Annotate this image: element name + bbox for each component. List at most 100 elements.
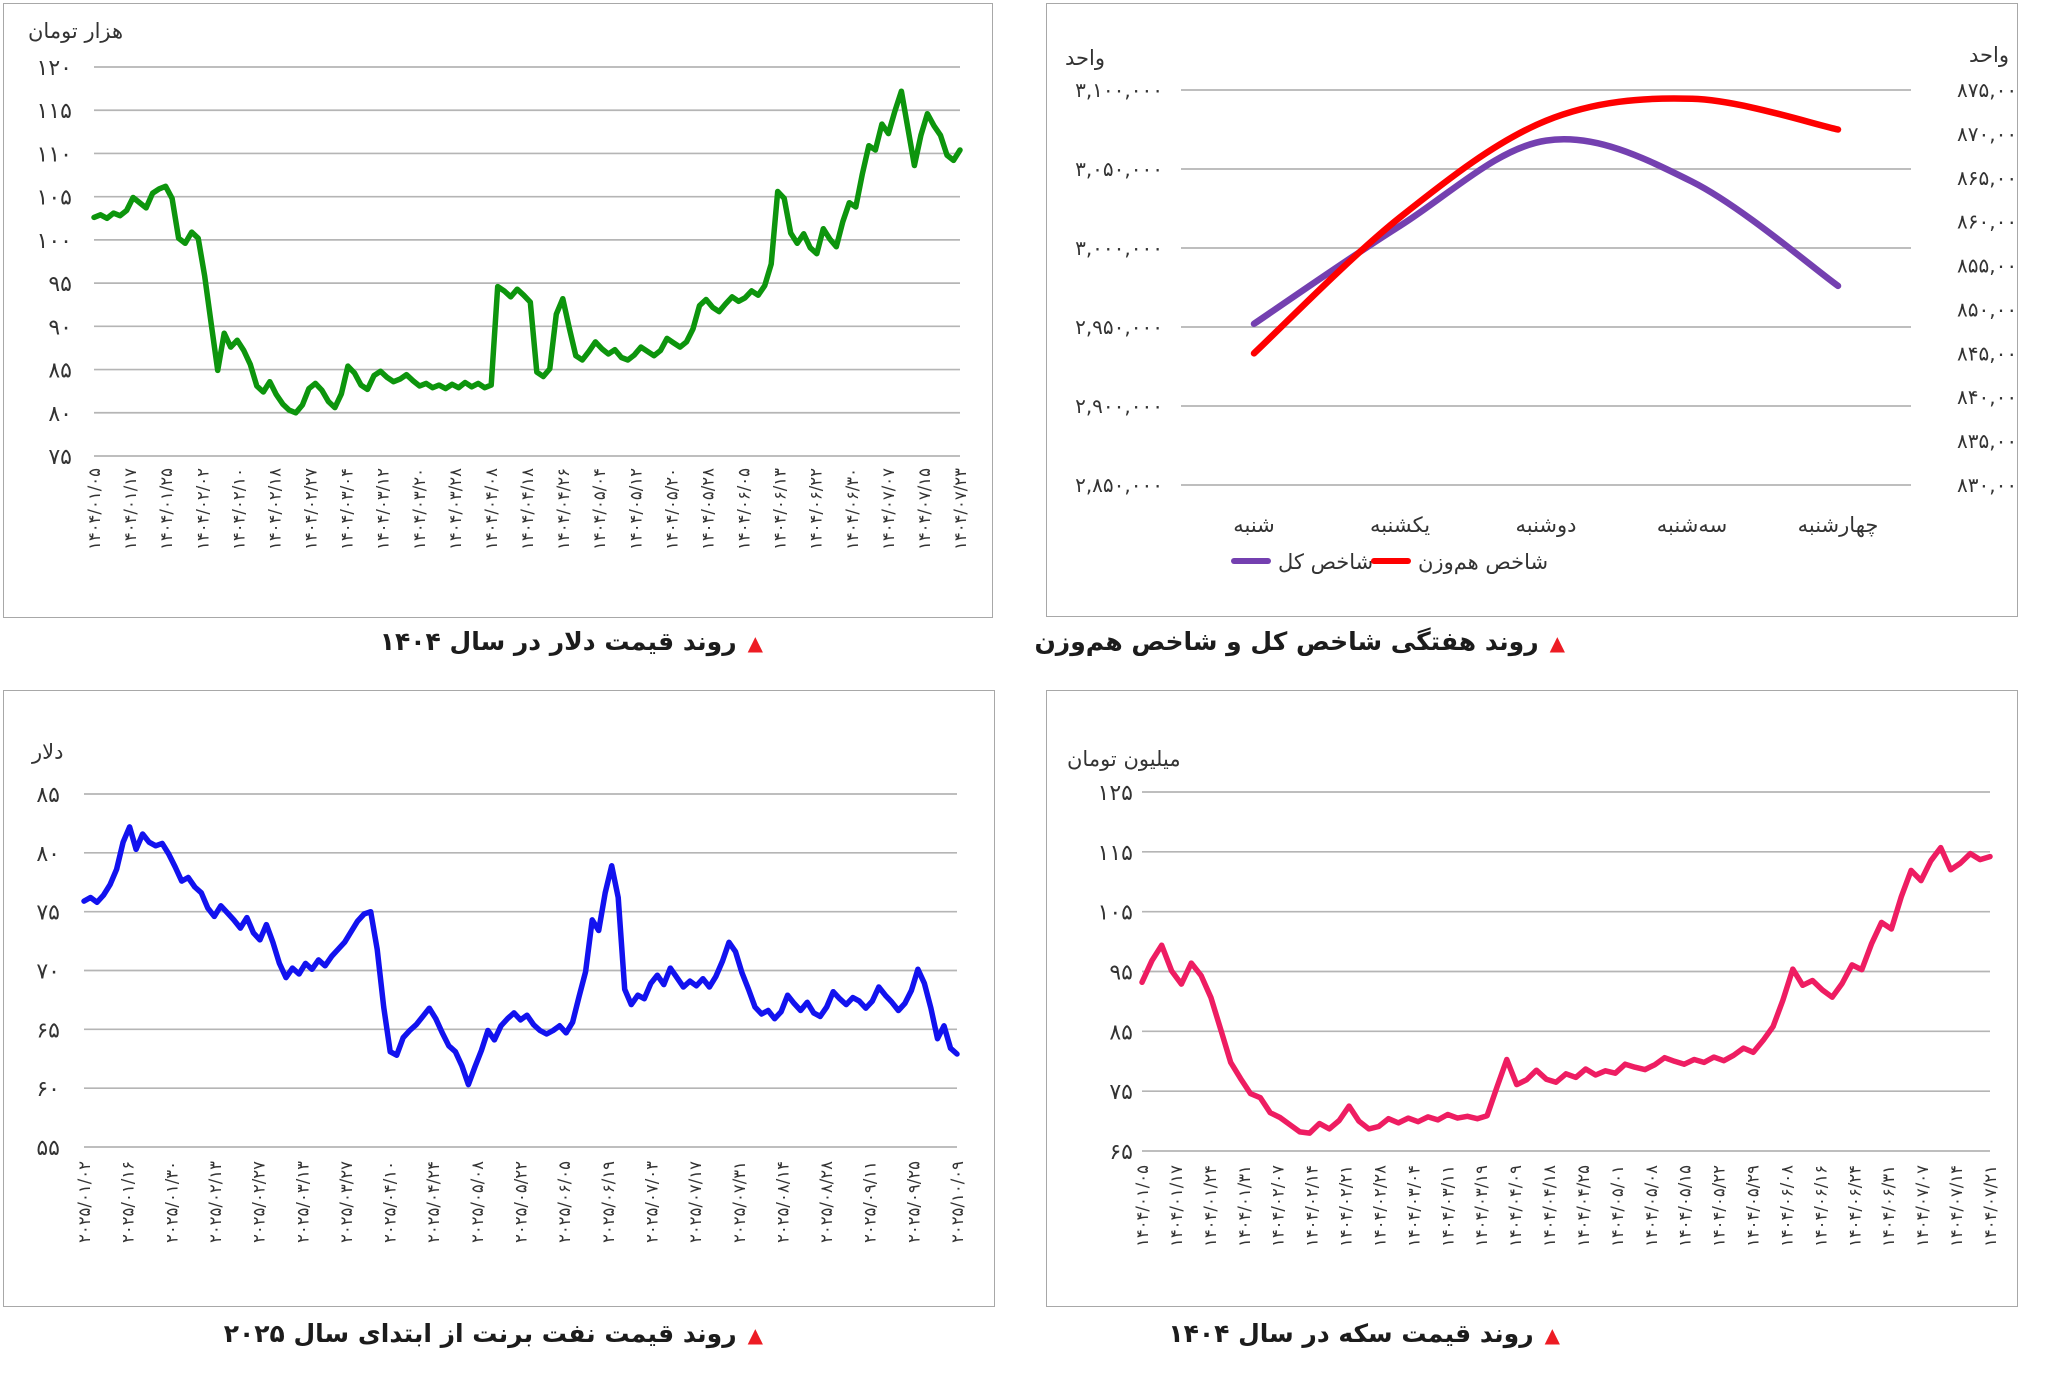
svg-text:۸۵: ۸۵ (1109, 1020, 1133, 1045)
svg-text:۸۵۵,۰۰۰: ۸۵۵,۰۰۰ (1957, 254, 2015, 278)
svg-text:۱۴۰۴/۰۵/۱۲: ۱۴۰۴/۰۵/۱۲ (626, 468, 645, 550)
svg-text:۱۴۰۴/۰۴/۰۹: ۱۴۰۴/۰۴/۰۹ (1506, 1165, 1525, 1247)
svg-text:۸۵۰,۰۰۰: ۸۵۰,۰۰۰ (1957, 297, 2015, 321)
svg-text:۱۴۰۴/۰۶/۲۲: ۱۴۰۴/۰۶/۲۲ (807, 468, 826, 550)
svg-text:۲,۸۵۰,۰۰۰: ۲,۸۵۰,۰۰۰ (1075, 473, 1163, 497)
svg-text:۳,۰۵۰,۰۰۰: ۳,۰۵۰,۰۰۰ (1075, 157, 1163, 181)
svg-text:۱۱۰: ۱۱۰ (37, 142, 72, 167)
svg-text:۱۴۰۴/۰۲/۱۴: ۱۴۰۴/۰۲/۱۴ (1303, 1165, 1322, 1247)
svg-text:۲۰۲۵/۰۱/۱۶: ۲۰۲۵/۰۱/۱۶ (119, 1161, 138, 1243)
svg-text:۱۴۰۴/۰۳/۱۱: ۱۴۰۴/۰۳/۱۱ (1438, 1165, 1457, 1247)
svg-text:۱۲۵: ۱۲۵ (1098, 781, 1133, 806)
svg-text:۲۰۲۵/۰۲/۲۷: ۲۰۲۵/۰۲/۲۷ (250, 1161, 269, 1243)
svg-text:۲۰۲۵/۰۷/۱۷: ۲۰۲۵/۰۷/۱۷ (686, 1161, 705, 1243)
svg-text:۱۴۰۴/۰۵/۲۸: ۱۴۰۴/۰۵/۲۸ (698, 468, 717, 550)
index-chart-panel: ۳,۱۰۰,۰۰۰ ۳,۰۵۰,۰۰۰ ۳,۰۰۰,۰۰۰ ۲,۹۵۰,۰۰۰ ۲,۹۰… (1046, 3, 2018, 617)
svg-text:۱۴۰۴/۰۶/۰۵: ۱۴۰۴/۰۶/۰۵ (735, 468, 754, 550)
red-triangle-icon: ▲ (1549, 630, 1565, 655)
svg-text:۱۴۰۴/۰۵/۲۰: ۱۴۰۴/۰۵/۲۰ (662, 468, 681, 550)
svg-text:۶۰: ۶۰ (36, 1077, 60, 1102)
svg-text:۱۴۰۴/۰۱/۲۵: ۱۴۰۴/۰۱/۲۵ (157, 468, 176, 550)
red-triangle-icon: ▲ (747, 1322, 763, 1347)
svg-text:۹۵: ۹۵ (1109, 961, 1133, 986)
svg-text:۱۴۰۴/۰۴/۲۵: ۱۴۰۴/۰۴/۲۵ (1574, 1165, 1593, 1247)
svg-text:۸۶۰,۰۰۰: ۸۶۰,۰۰۰ (1957, 210, 2015, 234)
svg-text:۲۰۲۵/۰۱/۰۲: ۲۰۲۵/۰۱/۰۲ (75, 1161, 94, 1243)
svg-text:۱۴۰۴/۰۴/۰۸: ۱۴۰۴/۰۴/۰۸ (482, 468, 501, 550)
svg-text:۱۴۰۴/۰۳/۱۹: ۱۴۰۴/۰۳/۱۹ (1472, 1165, 1491, 1247)
svg-text:۱۴۰۴/۰۵/۰۴: ۱۴۰۴/۰۵/۰۴ (590, 468, 609, 550)
svg-text:سه‌شنبه: سه‌شنبه (1657, 513, 1727, 537)
svg-text:۱۴۰۴/۰۳/۱۲: ۱۴۰۴/۰۳/۱۲ (374, 468, 393, 550)
red-triangle-icon: ▲ (747, 630, 763, 655)
dollar-line-chart: ۱۲۰ ۱۱۵ ۱۱۰ ۱۰۵ ۱۰۰ ۹۵ ۹۰ ۸۵ ۸۰ ۷۵ هزار تومان ۱۴۰۴/… (28, 19, 970, 550)
svg-text:۱۴۰۴/۰۲/۱۰: ۱۴۰۴/۰۲/۱۰ (229, 468, 248, 550)
svg-text:میلیون تومان: میلیون تومان (1067, 747, 1181, 771)
svg-text:۷۵: ۷۵ (48, 445, 72, 470)
svg-text:۷۰: ۷۰ (36, 960, 60, 985)
svg-text:شنبه: شنبه (1233, 513, 1275, 537)
svg-text:۱۴۰۴/۰۲/۲۸: ۱۴۰۴/۰۲/۲۸ (1370, 1165, 1389, 1247)
caption-text: روند قیمت سکه در سال ۱۴۰۴ (1168, 1319, 1534, 1348)
svg-text:۱۴۰۴/۰۵/۲۲: ۱۴۰۴/۰۵/۲۲ (1710, 1165, 1729, 1247)
svg-text:۲۰۲۵/۰۹/۱۱: ۲۰۲۵/۰۹/۱۱ (861, 1161, 880, 1243)
index-line-chart: ۳,۱۰۰,۰۰۰ ۳,۰۵۰,۰۰۰ ۳,۰۰۰,۰۰۰ ۲,۹۵۰,۰۰۰ ۲,۹۰… (1065, 43, 2015, 575)
svg-text:۱۴۰۴/۰۷/۱۵: ۱۴۰۴/۰۷/۱۵ (915, 468, 934, 550)
red-triangle-icon: ▲ (1544, 1322, 1560, 1347)
svg-text:۲۰۲۵/۰۶/۰۵: ۲۰۲۵/۰۶/۰۵ (555, 1161, 574, 1243)
svg-text:چهارشنبه: چهارشنبه (1798, 513, 1879, 537)
svg-text:۲۰۲۵/۰۳/۱۳: ۲۰۲۵/۰۳/۱۳ (293, 1161, 312, 1243)
svg-text:۲۰۲۵/۰۷/۰۳: ۲۰۲۵/۰۷/۰۳ (642, 1161, 661, 1243)
svg-text:۱۴۰۴/۰۱/۳۱: ۱۴۰۴/۰۱/۳۱ (1235, 1165, 1254, 1247)
svg-text:۱۴۰۴/۰۷/۲۳: ۱۴۰۴/۰۷/۲۳ (951, 468, 970, 550)
svg-text:۲۰۲۵/۱۰/۰۹: ۲۰۲۵/۱۰/۰۹ (948, 1161, 967, 1243)
svg-text:۹۰: ۹۰ (48, 315, 72, 340)
svg-text:۱۴۰۴/۰۶/۱۳: ۱۴۰۴/۰۶/۱۳ (771, 468, 790, 550)
svg-text:۱۴۰۴/۰۶/۰۸: ۱۴۰۴/۰۶/۰۸ (1777, 1165, 1796, 1247)
svg-text:هزار تومان: هزار تومان (28, 19, 123, 43)
svg-text:۸۵: ۸۵ (36, 783, 60, 808)
svg-text:۲۰۲۵/۰۲/۱۳: ۲۰۲۵/۰۲/۱۳ (206, 1161, 225, 1243)
svg-text:۶۵: ۶۵ (36, 1018, 60, 1043)
svg-text:۱۴۰۴/۰۲/۰۲: ۱۴۰۴/۰۲/۰۲ (193, 468, 212, 550)
svg-text:۱۴۰۴/۰۴/۲۶: ۱۴۰۴/۰۴/۲۶ (554, 468, 573, 550)
svg-text:۱۱۵: ۱۱۵ (1098, 841, 1133, 866)
svg-text:۱۴۰۴/۰۵/۰۱: ۱۴۰۴/۰۵/۰۱ (1608, 1165, 1627, 1247)
caption-text: روند قیمت نفت برنت از ابتدای سال ۲۰۲۵ (223, 1319, 737, 1348)
svg-text:۱۴۰۴/۰۷/۲۱: ۱۴۰۴/۰۷/۲۱ (1981, 1165, 2000, 1247)
svg-text:۱۴۰۴/۰۶/۳۱: ۱۴۰۴/۰۶/۳۱ (1879, 1165, 1898, 1247)
svg-text:۱۴۰۴/۰۵/۱۵: ۱۴۰۴/۰۵/۱۵ (1676, 1165, 1695, 1247)
dollar-chart-panel: ۱۲۰ ۱۱۵ ۱۱۰ ۱۰۵ ۱۰۰ ۹۵ ۹۰ ۸۵ ۸۰ ۷۵ هزار تومان ۱۴۰۴/… (3, 3, 993, 618)
svg-text:۱۰۰: ۱۰۰ (37, 229, 72, 254)
svg-text:۱۴۰۴/۰۶/۳۰: ۱۴۰۴/۰۶/۳۰ (843, 468, 862, 550)
svg-text:۱۴۰۴/۰۱/۱۷: ۱۴۰۴/۰۱/۱۷ (121, 468, 140, 550)
svg-text:۸۷۰,۰۰۰: ۸۷۰,۰۰۰ (1957, 122, 2015, 146)
svg-text:۱۴۰۴/۰۴/۱۸: ۱۴۰۴/۰۴/۱۸ (518, 468, 537, 550)
svg-text:۸۰: ۸۰ (48, 402, 72, 427)
svg-text:دلار: دلار (31, 740, 63, 764)
svg-text:۸۴۵,۰۰۰: ۸۴۵,۰۰۰ (1957, 341, 2015, 365)
brent-chart-caption: ▲ روند قیمت نفت برنت از ابتدای سال ۲۰۲۵ (224, 1319, 763, 1348)
svg-text:۲۰۲۵/۰۴/۲۴: ۲۰۲۵/۰۴/۲۴ (424, 1161, 443, 1243)
svg-text:۱۱۵: ۱۱۵ (37, 99, 72, 124)
index-chart-caption: ▲ روند هفتگی شاخص کل و شاخص هم‌وزن (1034, 627, 1565, 656)
svg-text:۲۰۲۵/۰۱/۳۰: ۲۰۲۵/۰۱/۳۰ (162, 1161, 181, 1243)
svg-text:۱۴۰۴/۰۷/۰۷: ۱۴۰۴/۰۷/۰۷ (879, 468, 898, 550)
svg-text:۱۴۰۴/۰۷/۱۴: ۱۴۰۴/۰۷/۱۴ (1947, 1165, 1966, 1247)
svg-text:دوشنبه: دوشنبه (1515, 513, 1576, 537)
svg-text:۲۰۲۵/۰۸/۱۴: ۲۰۲۵/۰۸/۱۴ (773, 1161, 792, 1243)
svg-text:۱۴۰۴/۰۲/۲۱: ۱۴۰۴/۰۲/۲۱ (1337, 1165, 1356, 1247)
svg-text:۱۴۰۴/۰۳/۲۰: ۱۴۰۴/۰۳/۲۰ (410, 468, 429, 550)
svg-text:۱۴۰۴/۰۲/۱۸: ۱۴۰۴/۰۲/۱۸ (265, 468, 284, 550)
svg-text:۸۵: ۸۵ (48, 359, 72, 384)
svg-text:۸۴۰,۰۰۰: ۸۴۰,۰۰۰ (1957, 385, 2015, 409)
svg-text:۱۴۰۴/۰۳/۲۸: ۱۴۰۴/۰۳/۲۸ (446, 468, 465, 550)
svg-text:یکشنبه: یکشنبه (1370, 513, 1430, 537)
svg-text:۵۵: ۵۵ (36, 1136, 60, 1161)
brent-chart-panel: ۸۵ ۸۰ ۷۵ ۷۰ ۶۵ ۶۰ ۵۵ دلار ۲۰۲۵/۰۱/۰۲ ۲۰۲۵/۰۱/۱۶ ۲۰… (3, 690, 995, 1307)
svg-text:۱۴۰۴/۰۲/۰۷: ۱۴۰۴/۰۲/۰۷ (1269, 1165, 1288, 1247)
svg-text:۱۴۰۴/۰۱/۱۷: ۱۴۰۴/۰۱/۱۷ (1167, 1165, 1186, 1247)
svg-text:۸۷۵,۰۰۰: ۸۷۵,۰۰۰ (1957, 78, 2015, 102)
svg-text:۱۰۵: ۱۰۵ (1098, 901, 1133, 926)
svg-text:۲۰۲۵/۰۹/۲۵: ۲۰۲۵/۰۹/۲۵ (904, 1161, 923, 1243)
